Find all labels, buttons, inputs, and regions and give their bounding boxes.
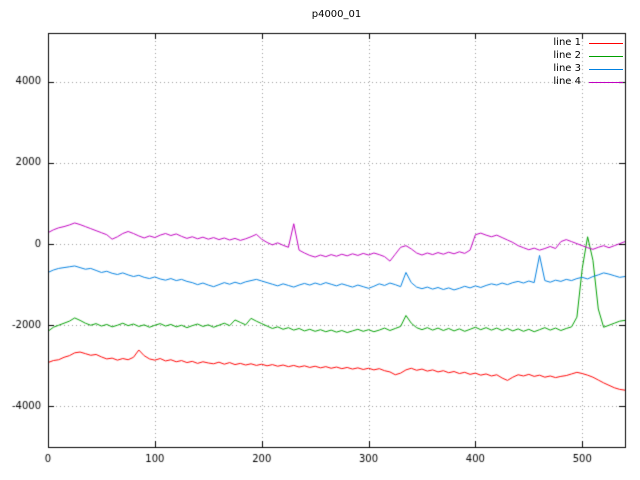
legend-line-sample-2: [589, 55, 623, 57]
legend-item-line-4: line 4: [553, 76, 623, 88]
legend-label-line-4: line 4: [553, 76, 581, 87]
legend-item-line-1: line 1: [553, 37, 623, 49]
legend-line-sample-3: [589, 68, 623, 70]
legend: line 1 line 2 line 3 line 4: [553, 37, 623, 88]
legend-line-sample-1: [589, 42, 623, 44]
legend-label-line-1: line 1: [553, 37, 581, 48]
legend-label-line-2: line 2: [553, 50, 581, 61]
legend-item-line-3: line 3: [553, 63, 623, 75]
legend-line-sample-4: [589, 81, 623, 83]
legend-item-line-2: line 2: [553, 50, 623, 62]
legend-label-line-3: line 3: [553, 63, 581, 74]
chart-title: p4000_01: [311, 9, 362, 20]
